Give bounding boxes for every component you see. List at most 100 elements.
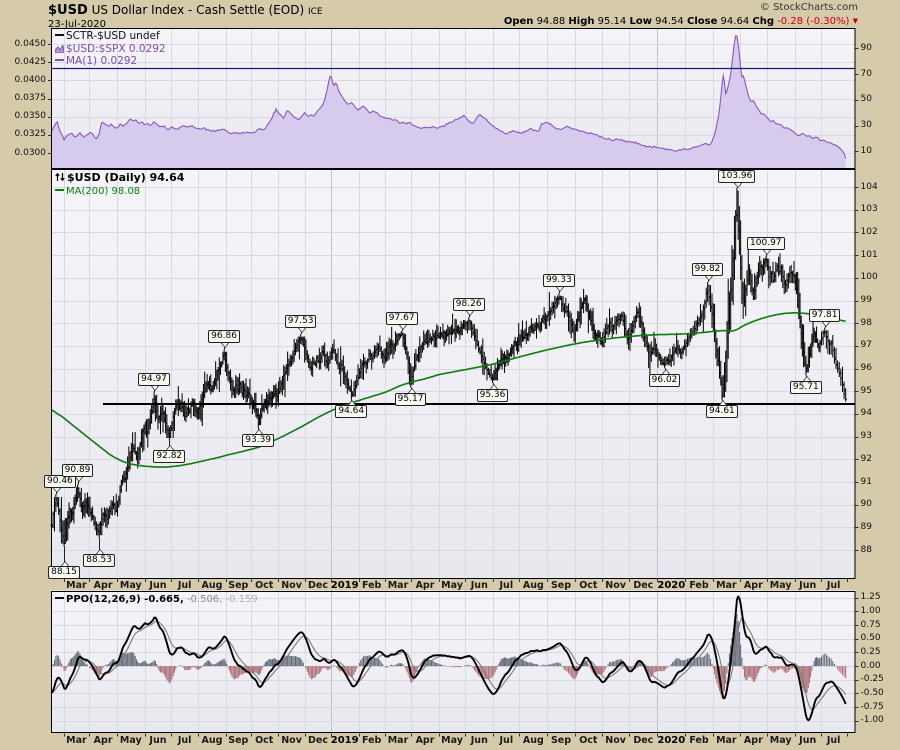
price-callout: 92.82: [153, 444, 186, 463]
low-value: 94.54: [655, 16, 684, 27]
x-axis-month-label: Oct: [255, 734, 274, 746]
price-callout: 96.02: [648, 369, 681, 388]
callout-pointer-fill: [466, 311, 473, 316]
x-axis-month-label: Mar: [387, 579, 409, 591]
chg-value: -0.28 (-0.30%): [777, 16, 850, 27]
price-callout-value: 95.36: [479, 390, 506, 401]
y-axis-label-sctr: 90: [860, 42, 872, 53]
x-axis-month-label: Mar: [66, 734, 87, 746]
x-axis-month-label: Dec: [633, 734, 654, 746]
price-callout: 97.53: [284, 314, 317, 333]
callout-pointer-fill: [222, 343, 229, 348]
x-axis-month-label: Jun: [799, 734, 817, 746]
quote-summary: Open 94.88 High 95.14 Low 94.54 Close 94…: [504, 16, 858, 27]
callout-pointer-fill: [62, 561, 69, 566]
y-axis-label-price: 97: [860, 340, 872, 351]
price-callout: 94.64: [335, 400, 368, 419]
high-value: 95.14: [597, 16, 627, 27]
x-axis-month-label: Jun: [799, 579, 817, 591]
callout-pointer-fill: [167, 445, 174, 450]
x-axis-month-label: Mar: [716, 579, 737, 591]
callout-pointer-fill: [556, 287, 563, 292]
callout-pointer-fill: [734, 183, 741, 187]
x-axis-month-label: Apr: [743, 579, 763, 591]
updown-arrows-icon: [55, 172, 65, 182]
x-axis-month-label: Jul: [826, 579, 841, 591]
x-axis-month-label: May: [441, 579, 463, 591]
y-axis-label-ppo: 1.00: [860, 605, 881, 616]
price-callout-value: 95.71: [792, 382, 819, 393]
price-callout: 97.67: [385, 311, 418, 330]
chg-down-triangle-icon[interactable]: ▼: [852, 17, 858, 25]
legend-usd-label: $USD (Daily) 94.64: [67, 171, 185, 184]
open-value: 94.88: [536, 16, 566, 27]
x-axis-month-label: Aug: [522, 579, 544, 591]
chg-label: Chg: [752, 16, 774, 27]
x-axis-month-label: Sep: [228, 579, 249, 591]
chart-date: 23-Jul-2020: [48, 19, 107, 30]
x-axis-month-label: Dec: [308, 734, 328, 746]
price-callout-value: 92.82: [156, 450, 183, 461]
price-callout-value: 90.89: [64, 464, 91, 475]
y-axis-label-sctr: 50: [860, 94, 872, 105]
x-axis-month-label: Aug: [201, 734, 223, 746]
symbol-name: US Dollar Index - Cash Settle (EOD): [91, 3, 305, 17]
y-axis-label-price: 90: [860, 499, 872, 510]
callout-pointer-fill: [97, 550, 104, 555]
x-axis-month-label: Jul: [499, 579, 514, 591]
y-axis-label-sctr: 70: [860, 68, 872, 79]
price-callout-value: 90.46: [47, 476, 73, 487]
price-callout: 90.46: [44, 475, 76, 494]
y-axis-label-price: 89: [860, 521, 872, 532]
callout-pointer-fill: [764, 249, 771, 254]
y-axis-label-price: 102: [860, 226, 878, 237]
legend-ma1-label: MA(1) 0.0292: [66, 55, 138, 67]
x-axis-month-label: May: [769, 579, 792, 591]
y-axis-label-ratio: 0.0350: [14, 111, 47, 122]
y-axis-label-price: 88: [860, 544, 872, 555]
y-axis-label-price: 98: [860, 317, 872, 328]
price-callout: 88.15: [48, 560, 80, 579]
y-axis-label-ratio: 0.0325: [14, 129, 47, 140]
x-axis-month-label: Jun: [149, 579, 167, 591]
y-axis-label-ppo: 0.00: [860, 660, 881, 671]
x-axis-month-label: Jul: [177, 579, 192, 591]
x-axis-month-label: 2020: [657, 579, 686, 591]
price-callout-value: 99.33: [545, 275, 572, 286]
y-axis-label-sctr: 10: [860, 145, 872, 156]
close-value: 94.64: [720, 16, 750, 27]
panel1-legend: SCTR-$USD undef $USD:$SPX 0.0292 MA(1) 0…: [54, 30, 166, 68]
callout-pointer-fill: [720, 401, 726, 406]
close-label: Close: [686, 16, 718, 27]
x-axis-month-label: Aug: [522, 734, 544, 746]
price-callout: 103.96: [717, 170, 756, 188]
price-callout: 93.39: [242, 428, 275, 447]
callout-pointer-fill: [490, 385, 497, 390]
price-callout: 95.71: [789, 376, 822, 395]
exchange: ICE: [307, 7, 323, 17]
x-axis-month-label: Feb: [689, 734, 709, 746]
ma1-line-icon: [55, 59, 64, 61]
legend-ratio-label: $USD:$SPX 0.0292: [66, 42, 166, 55]
x-axis-month-label: Oct: [579, 579, 598, 591]
x-axis-month-label: Feb: [362, 734, 382, 746]
y-axis-label-price: 100: [860, 272, 878, 283]
price-callout: 98.26: [452, 298, 485, 317]
legend-ppo-hist-value: -0.159: [225, 593, 258, 605]
y-axis-label-price: 92: [860, 453, 872, 464]
y-axis-label-ppo: -0.50: [860, 687, 884, 698]
x-axis-month-label: Jun: [470, 734, 488, 746]
callout-pointer-fill: [803, 377, 810, 382]
x-axis-month-label: Mar: [716, 734, 737, 746]
price-callout-value: 94.64: [338, 406, 365, 417]
price-callout: 95.17: [394, 388, 427, 407]
legend-sctr: SCTR-$USD undef: [55, 30, 166, 43]
y-axis-label-price: 104: [860, 181, 878, 192]
x-axis-month-label: Jul: [177, 734, 192, 746]
y-axis-label-ppo: -0.25: [860, 674, 884, 685]
price-callout: 94.61: [706, 400, 738, 419]
copyright: © StockCharts.com: [759, 2, 858, 13]
legend-ppo-signal-value: -0.506,: [186, 593, 223, 605]
callout-pointer-fill: [822, 321, 829, 326]
